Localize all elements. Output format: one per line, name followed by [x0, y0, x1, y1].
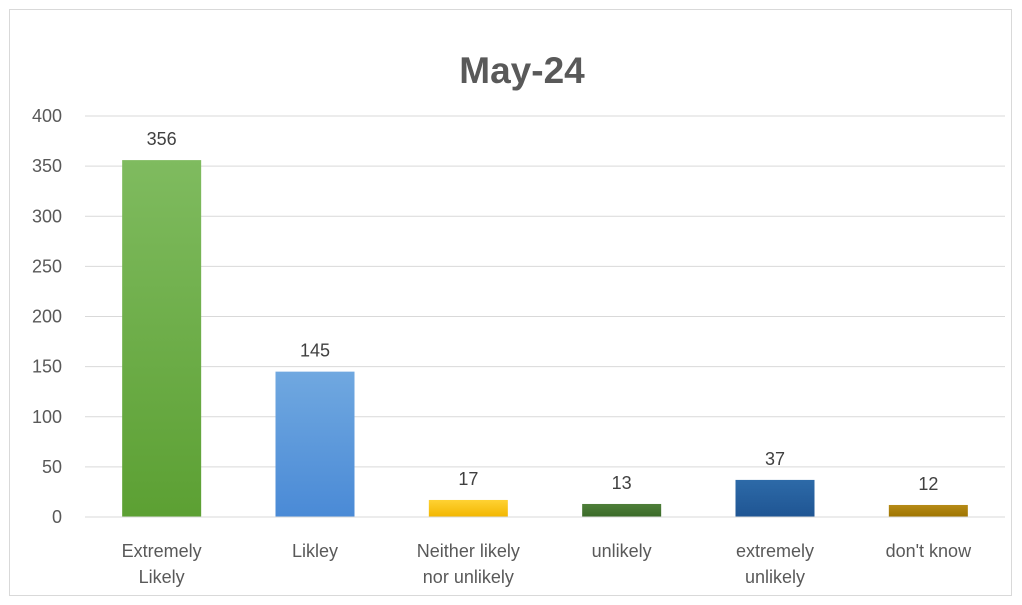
y-tick-label: 300	[32, 206, 62, 226]
data-label: 13	[612, 473, 632, 493]
category-label: Neither likely nor unlikely	[417, 541, 520, 587]
y-tick-label: 350	[32, 156, 62, 176]
bar	[122, 160, 202, 518]
data-label: 356	[147, 129, 177, 149]
category-label: unlikely	[592, 541, 652, 561]
data-label: 12	[918, 474, 938, 494]
data-label: 17	[458, 469, 478, 489]
bar	[428, 499, 508, 517]
category-label: extremely unlikely	[736, 541, 814, 587]
bar	[735, 479, 815, 517]
bar	[275, 371, 355, 517]
gridlines	[85, 115, 1005, 468]
y-tick-label: 250	[32, 256, 62, 276]
y-tick-label: 150	[32, 357, 62, 377]
y-tick-label: 200	[32, 307, 62, 327]
bar	[582, 503, 662, 517]
y-axis-ticks: 0 50 100 150 200 250 300 350 400	[32, 106, 62, 527]
y-tick-label: 400	[32, 106, 62, 126]
data-label: 37	[765, 449, 785, 469]
bars	[122, 160, 968, 518]
category-label: Extremely Likely	[122, 541, 202, 587]
chart-title: May-24	[459, 50, 585, 91]
y-tick-label: 100	[32, 407, 62, 427]
category-label: Likley	[292, 541, 338, 561]
y-tick-label: 0	[52, 507, 62, 527]
data-label: 145	[300, 341, 330, 361]
bar	[888, 504, 968, 517]
category-labels: Extremely Likely Likley Neither likely nor u…	[122, 541, 972, 587]
y-tick-label: 50	[42, 457, 62, 477]
data-labels: 356 145 17 13 37 12	[147, 129, 939, 494]
category-label: don't know	[886, 541, 972, 561]
